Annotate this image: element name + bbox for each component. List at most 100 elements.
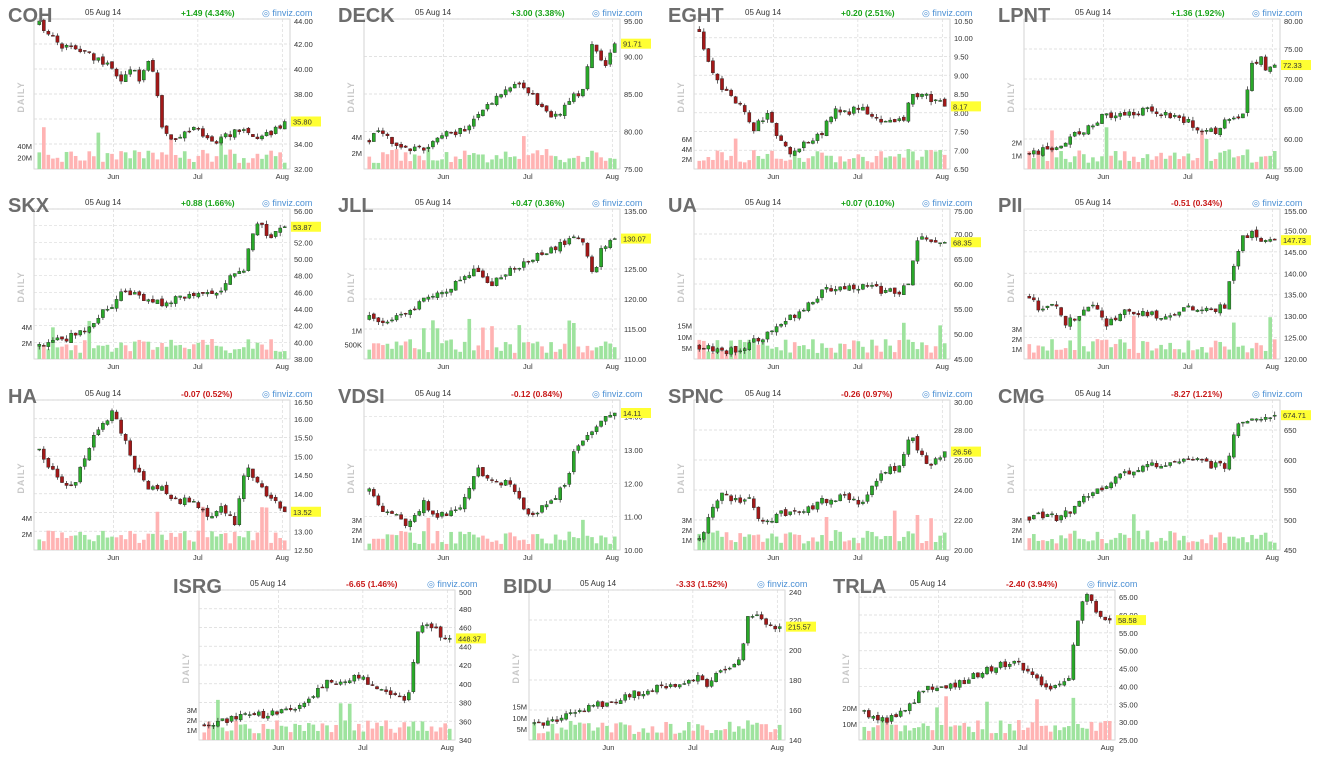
- candle-body: [440, 135, 444, 139]
- ticker-symbol[interactable]: DECK: [338, 5, 395, 27]
- candle-body: [46, 458, 51, 468]
- ticker-symbol[interactable]: TRLA: [833, 576, 887, 598]
- candle-body: [1263, 416, 1268, 420]
- y-tick-label: 46.00: [294, 288, 313, 297]
- chart-panel-spnc[interactable]: 30.00 28.00 26.00 24.00 22.00 20.00 Jun Jul Aug D…: [668, 386, 986, 568]
- chart-panel-jll[interactable]: 135.00130.00125.00120.00115.00110.00JunJ…: [338, 195, 656, 377]
- candle-body: [1236, 423, 1241, 437]
- x-tick-label: Aug: [276, 553, 289, 562]
- x-tick-label: Jul: [193, 172, 203, 181]
- chart-panel-vdsi[interactable]: 14.0013.0012.0011.0010.00JunJulAugDAILY3…: [338, 386, 656, 568]
- finviz-logo[interactable]: ◎ finviz.com: [1252, 389, 1302, 400]
- finviz-logo[interactable]: ◎ finviz.com: [922, 198, 972, 209]
- candle-body: [1027, 296, 1032, 299]
- finviz-logo[interactable]: ◎ finviz.com: [262, 389, 312, 400]
- finviz-logo[interactable]: ◎ finviz.com: [427, 579, 477, 590]
- finviz-logo[interactable]: ◎ finviz.com: [757, 579, 807, 590]
- volume-bar: [779, 542, 783, 550]
- volume-tick-label: 1M: [1012, 345, 1022, 354]
- chart-panel-pii[interactable]: 155.00 150.00 145.00 140.00 135.00 130.00 125.…: [998, 195, 1316, 377]
- candle-body: [205, 507, 210, 517]
- y-tick-label: 65.00: [1119, 593, 1138, 602]
- finviz-logo[interactable]: ◎ finviz.com: [592, 8, 642, 19]
- ticker-symbol[interactable]: JLL: [338, 195, 374, 217]
- candle-body: [155, 72, 160, 97]
- candle-body: [503, 89, 508, 96]
- ticker-symbol[interactable]: CMG: [998, 386, 1045, 408]
- chart-panel-cmg[interactable]: 650 600 550 500 450 Jun Jul Aug DAILY 3M 2M 1M 674.7…: [998, 386, 1316, 568]
- finviz-logo[interactable]: ◎ finviz.com: [1252, 198, 1302, 209]
- volume-bar: [472, 350, 476, 359]
- chart-panel-trla[interactable]: 65.0060.0055.0050.0045.0040.0035.0030.00…: [833, 576, 1151, 758]
- chart-panel-coh[interactable]: 44.0042.0040.0038.0036.0034.0032.00JunJu…: [8, 5, 326, 187]
- chart-panel-eght[interactable]: 10.50 10.00 9.50 9.00 8.50 8.00 7.50 7.00 6.50 Ju…: [668, 5, 986, 187]
- finviz-logo[interactable]: ◎ finviz.com: [1087, 579, 1137, 590]
- finviz-logo[interactable]: ◎ finviz.com: [922, 389, 972, 400]
- finviz-logo[interactable]: ◎ finviz.com: [262, 198, 312, 209]
- volume-bar: [697, 533, 702, 550]
- candle-body: [911, 437, 915, 442]
- ticker-symbol[interactable]: VDSI: [338, 386, 385, 408]
- candle-body: [60, 43, 64, 49]
- chart-panel-lpnt[interactable]: 80.00 75.00 70.00 65.00 60.00 55.00 Jun Jul Aug D…: [998, 5, 1316, 187]
- chart-panel-bidu[interactable]: 240 220 200 180 160 140 Jun Jul Aug DAILY 15M 10M 5M…: [503, 576, 821, 758]
- chart-panel-deck[interactable]: 95.00 90.00 85.00 80.00 75.00 Jun Jul Aug DAILY 4…: [338, 5, 656, 187]
- y-tick-label: 75.00: [954, 207, 973, 216]
- volume-bar: [1232, 322, 1236, 359]
- chart-panel-ua[interactable]: 75.00 70.00 65.00 60.00 55.00 50.00 45.00 Jun Ju…: [668, 195, 986, 377]
- candle-body: [829, 499, 833, 505]
- candle-body: [792, 150, 797, 156]
- volume-bar: [1021, 730, 1026, 740]
- candle-body: [137, 467, 142, 473]
- candle-body: [1259, 56, 1263, 65]
- finviz-logo[interactable]: ◎ finviz.com: [592, 198, 642, 209]
- volume-bar: [856, 341, 861, 359]
- volume-bar: [1200, 131, 1204, 169]
- volume-bar: [417, 155, 422, 169]
- volume-bar: [494, 155, 499, 169]
- ticker-symbol[interactable]: ISRG: [173, 576, 222, 598]
- candle-body: [64, 483, 69, 486]
- ticker-symbol[interactable]: HA: [8, 386, 37, 408]
- candle-body: [1118, 113, 1122, 117]
- candle-body: [865, 494, 870, 502]
- finviz-logo[interactable]: ◎ finviz.com: [922, 8, 972, 19]
- ticker-symbol[interactable]: COH: [8, 5, 53, 27]
- ticker-symbol[interactable]: SKX: [8, 195, 50, 217]
- ticker-symbol[interactable]: PII: [998, 195, 1023, 217]
- candle-body: [555, 719, 559, 722]
- candle-body: [1048, 685, 1053, 690]
- candle-body: [752, 498, 756, 508]
- volume-bar: [490, 541, 494, 550]
- volume-bar: [894, 724, 898, 740]
- finviz-logo[interactable]: ◎ finviz.com: [592, 389, 642, 400]
- candle-body: [897, 118, 902, 121]
- volume-tick-label: 1M: [352, 326, 362, 335]
- ticker-symbol[interactable]: UA: [668, 195, 697, 217]
- finviz-logo[interactable]: ◎ finviz.com: [1252, 8, 1302, 19]
- volume-bar: [1177, 540, 1182, 550]
- x-tick-label: Jul: [193, 362, 203, 371]
- ticker-symbol[interactable]: SPNC: [668, 386, 724, 408]
- candle-body: [562, 104, 567, 116]
- candle-body: [201, 128, 205, 137]
- volume-bar: [201, 339, 205, 359]
- ticker-symbol[interactable]: LPNT: [998, 5, 1051, 27]
- chart-panel-skx[interactable]: 56.0054.0052.0050.0048.0046.0044.0042.00…: [8, 195, 326, 377]
- finviz-logo[interactable]: ◎ finviz.com: [262, 8, 312, 19]
- candle-body: [729, 89, 733, 96]
- volume-bar: [911, 533, 915, 550]
- volume-bar: [1077, 150, 1082, 169]
- volume-bar: [765, 538, 770, 550]
- volume-bar: [1227, 536, 1232, 550]
- volume-bar: [532, 722, 537, 740]
- volume-bar: [385, 534, 390, 550]
- volume-bar: [852, 340, 856, 359]
- ticker-symbol[interactable]: EGHT: [668, 5, 724, 27]
- candle-body: [1072, 132, 1077, 137]
- chart-panel-ha[interactable]: 16.5016.0015.5015.0014.5014.0013.5013.00…: [8, 386, 326, 568]
- x-tick-label: Aug: [606, 553, 619, 562]
- ticker-symbol[interactable]: BIDU: [503, 576, 552, 598]
- chart-panel-isrg[interactable]: 500 480 460 440 420 400 380 360 340 Jun Jul Aug DAIL…: [173, 576, 491, 758]
